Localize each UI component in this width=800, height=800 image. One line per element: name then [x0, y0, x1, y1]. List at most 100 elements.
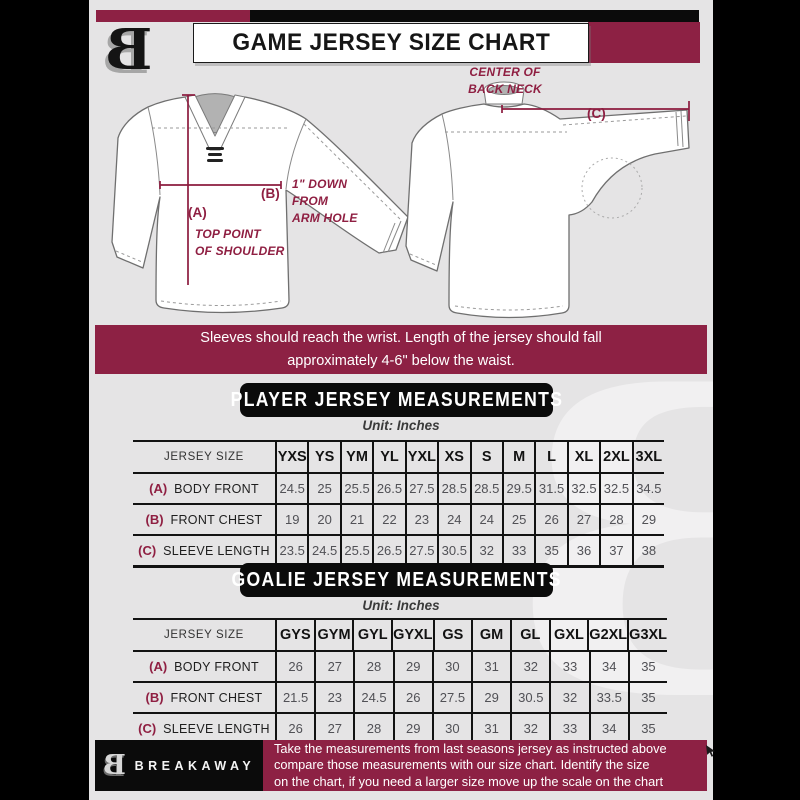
value-cell: 20 [307, 505, 339, 534]
value-cell: 35 [627, 714, 667, 743]
value-cell: 27.5 [431, 683, 471, 712]
value-cell: 25.5 [339, 536, 372, 565]
top-strip-maroon [96, 10, 250, 22]
value-cell: 30.5 [437, 536, 469, 565]
value-cell: 32.5 [566, 474, 599, 503]
size-column-header: 2XL [599, 442, 631, 472]
value-cell: 24 [437, 505, 469, 534]
footer-line-1: Take the measurements from last seasons … [274, 740, 667, 756]
measure-key-b: (B) [261, 186, 280, 201]
value-cell: 26.5 [372, 474, 404, 503]
value-cell: 28.5 [437, 474, 469, 503]
size-column-header: M [501, 442, 534, 472]
size-column-header: GL [509, 620, 549, 650]
measure-key-c: (C) [587, 106, 606, 121]
footer-brand-box: B BREAKAWAY [95, 740, 263, 791]
back-jersey [405, 81, 690, 319]
value-cell: 33 [549, 652, 588, 681]
footer-instructions: Take the measurements from last seasons … [263, 740, 707, 791]
value-cell: 26 [392, 683, 432, 712]
size-column-header: GXL [548, 620, 588, 650]
size-column-header: G2XL [587, 620, 627, 650]
title-maroon-block [588, 22, 700, 63]
value-cell: 23 [314, 683, 353, 712]
value-cell: 32 [510, 652, 549, 681]
table-row: (B) FRONT CHEST 21.5 23 24.5 26 27.5 29 30.5 32 33… [133, 683, 667, 714]
banner-line-2: approximately 4-6" below the waist. [287, 352, 515, 369]
back-neck-note: CENTER OF BACK NECK [468, 65, 542, 96]
value-cell: 32.5 [599, 474, 631, 503]
footer-wordmark: BREAKAWAY [134, 758, 256, 773]
size-column-header: XS [437, 442, 469, 472]
mouse-cursor-icon [706, 745, 715, 757]
value-cell: 29.5 [501, 474, 534, 503]
size-header-cell: JERSEY SIZE [164, 451, 244, 463]
top-point-note: TOP POINT OF SHOULDER [195, 227, 285, 258]
value-cell: 24 [469, 505, 502, 534]
table-row: (C) SLEEVE LENGTH 23.5 24.5 25.5 26.5 27.5 30.5… [133, 536, 664, 565]
row-label-cell: (A) BODY FRONT [149, 481, 259, 496]
value-cell: 36 [566, 536, 599, 565]
value-cell: 32 [549, 683, 588, 712]
goalie-section-title: GOALIE JERSEY MEASUREMENTS [231, 563, 560, 597]
sheet-canvas: B GAME JERSEY SIZE CHART B [89, 0, 713, 800]
value-cell: 28 [599, 505, 631, 534]
size-column-header: YXS [275, 442, 307, 472]
value-cell: 31 [471, 714, 510, 743]
row-label-cell: (C) SLEEVE LENGTH [138, 721, 270, 736]
size-column-header: YL [372, 442, 404, 472]
row-label-cell: (B) FRONT CHEST [145, 690, 263, 705]
instruction-banner: Sleeves should reach the wrist. Length o… [95, 325, 707, 374]
armhole-note: 1" DOWN FROM ARM HOLE [292, 177, 358, 225]
row-label-cell: (B) FRONT CHEST [145, 512, 263, 527]
measure-key-a: (A) [188, 205, 207, 220]
size-column-header: G3XL [627, 620, 667, 650]
value-cell: 21.5 [275, 683, 314, 712]
table-row: (A) BODY FRONT 24.5 25 25.5 26.5 27.5 28.5 28.5 2… [133, 474, 664, 505]
size-column-header: GYL [352, 620, 391, 650]
player-unit-label: Unit: Inches [362, 418, 440, 433]
value-cell: 27 [314, 652, 353, 681]
value-cell: 35 [627, 652, 667, 681]
value-cell: 28 [353, 714, 392, 743]
size-column-header: YXL [404, 442, 437, 472]
size-column-header: YS [307, 442, 339, 472]
value-cell: 35 [627, 683, 667, 712]
value-cell: 27 [566, 505, 599, 534]
goalie-size-table: JERSEY SIZE GYS GYM GYL GYXL GS GM GL GXL G2XL G3X… [133, 618, 667, 746]
value-cell: 26 [275, 652, 314, 681]
row-label-cell: (C) SLEEVE LENGTH [138, 543, 270, 558]
table-row: (A) BODY FRONT 26 27 28 29 30 31 32 33 34 35 [133, 652, 667, 683]
value-cell: 33 [501, 536, 534, 565]
value-cell: 23 [404, 505, 437, 534]
player-size-table: JERSEY SIZE YXS YS YM YL YXL XS S M L XL 2XL 3XL (A) B… [133, 440, 664, 568]
value-cell: 23.5 [275, 536, 307, 565]
value-cell: 35 [534, 536, 566, 565]
value-cell: 26 [275, 714, 314, 743]
value-cell: 33.5 [588, 683, 628, 712]
value-cell: 32 [510, 714, 549, 743]
value-cell: 30 [431, 714, 471, 743]
table-header-row: JERSEY SIZE YXS YS YM YL YXL XS S M L XL 2XL 3XL [133, 442, 664, 474]
footer-line-3: on the chart, if you need a larger size … [274, 773, 664, 789]
table-row: (B) FRONT CHEST 19 20 21 22 23 24 24 25 26 27 28 29 [133, 505, 664, 536]
value-cell: 30 [431, 652, 471, 681]
value-cell: 25 [307, 474, 339, 503]
value-cell: 29 [392, 714, 432, 743]
lace-detail [206, 147, 224, 162]
top-strip-black [250, 10, 699, 22]
size-column-header: XL [566, 442, 599, 472]
value-cell: 27.5 [404, 536, 437, 565]
value-cell: 29 [471, 683, 510, 712]
value-cell: 24.5 [353, 683, 392, 712]
front-jersey [111, 93, 409, 314]
value-cell: 22 [372, 505, 404, 534]
value-cell: 21 [339, 505, 372, 534]
size-column-header: YM [339, 442, 372, 472]
breakaway-logo-small-icon: B [102, 750, 126, 781]
value-cell: 27 [314, 714, 353, 743]
jersey-diagrams [111, 81, 690, 319]
value-cell: 31 [471, 652, 510, 681]
player-section-title: PLAYER JERSEY MEASUREMENTS [230, 383, 562, 417]
value-cell: 38 [631, 536, 664, 565]
